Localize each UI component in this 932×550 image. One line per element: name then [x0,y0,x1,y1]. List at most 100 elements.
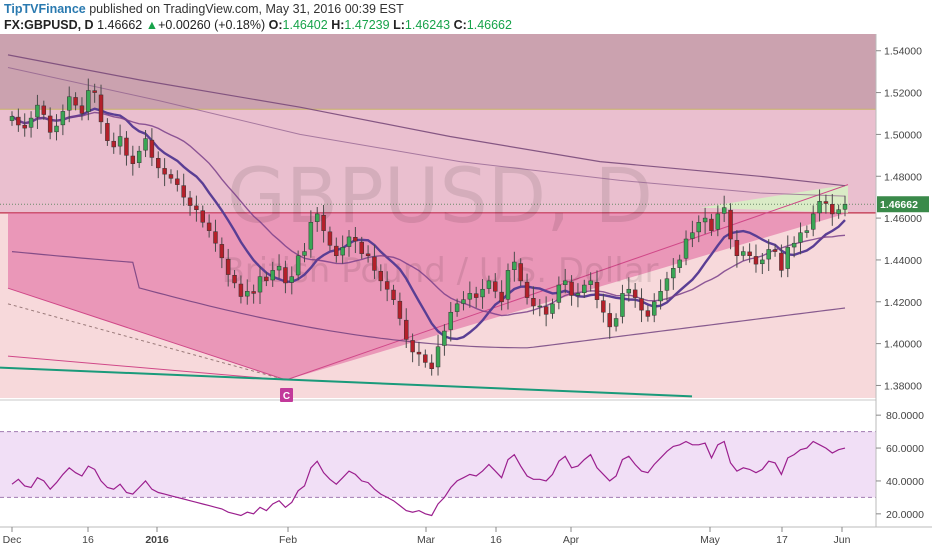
middle-zone [0,109,876,213]
candle-body [9,116,15,121]
candle-body [35,104,40,118]
candle-body [86,90,91,112]
candle-body [607,313,612,328]
time-tick-label: Jun [834,534,851,546]
rsi-tick-label: 40.0000 [886,476,924,488]
candle-body [175,178,180,185]
candle-body [435,346,441,368]
time-tick-label: Dec [3,534,22,546]
price-tick-label: 1.50000 [884,129,922,141]
rsi-tick-label: 80.0000 [886,410,924,422]
candle-body [518,263,523,282]
upper-zone [0,34,876,110]
candle-body [124,137,129,156]
candle-body [798,232,803,243]
low-value: 1.46243 [404,18,451,32]
open-value: 1.46402 [282,18,328,32]
candle-body [626,288,632,294]
last-price: 1.46662 [97,18,143,32]
candle-body [353,237,358,242]
candle-body [550,303,555,314]
candle-body [486,280,492,289]
candle-body [327,231,333,246]
candle-body [531,298,536,307]
time-axis[interactable]: Dec 16 2016 Feb Mar 16 Apr May 17 Jun [3,527,851,546]
candle-body [283,267,288,284]
candle-body [461,299,466,304]
candle-body [575,293,581,296]
candle-body [28,117,34,128]
candle-body [639,298,644,311]
candle-body [817,201,822,214]
candle-body [473,293,479,298]
candle-body [315,213,320,222]
candle-body [556,284,562,303]
candle-body [830,204,835,215]
candle-body [105,123,110,141]
candle-body [766,249,771,260]
candle-body [251,291,256,294]
candle-body [206,222,212,231]
low-label: L: [393,18,405,32]
candle-body [613,318,619,327]
candle-body [588,280,593,285]
candle-body [505,270,511,300]
close-value: 1.46662 [466,18,512,32]
time-tick-label: Apr [563,534,580,546]
descending-line-2 [7,355,287,381]
candle-body [219,244,225,259]
dashed-line [7,303,287,381]
candle-body [785,247,790,269]
candle-body [804,230,810,233]
rsi-pane[interactable] [0,431,876,517]
candle-body [156,158,161,169]
candle-body [836,209,841,214]
rsi-band [0,431,876,498]
ma-150-line [7,67,846,197]
price-pane[interactable]: GBPUSD, D British Pound / U.S. Dollar [0,34,876,398]
candle-body [225,258,231,275]
candle-body [823,201,829,204]
candle-body [747,251,752,256]
candle-body [645,310,651,317]
candle-body [582,284,587,293]
candle-body [760,259,765,265]
candle-body [168,174,174,179]
candle-body [22,125,27,129]
author-name[interactable]: TipTVFinance [4,2,86,16]
candle-body [512,261,517,270]
candle-body [664,278,670,291]
candle-body [92,90,97,93]
candle-body [696,222,701,233]
candle-body [372,256,377,271]
last-price-tag: 1.46662 [877,196,929,213]
ma-mid-line [11,111,846,317]
annotation-c-label: C [283,391,290,402]
symbol-watermark: GBPUSD, D British Pound / U.S. Dollar [221,151,658,291]
candle-body [543,306,549,315]
candle-body [772,249,778,252]
breakout-zone [700,184,848,213]
price-tick-label: 1.40000 [884,339,922,351]
price-tick-label: 1.38000 [884,380,922,392]
candle-body [499,291,504,303]
candle-body [73,97,78,106]
time-tick-label: Mar [417,534,436,546]
candle-body [98,94,104,123]
candle-body [454,303,460,312]
candle-body [493,281,498,292]
price-axis[interactable]: 1.38000 1.40000 1.42000 1.44000 1.46000 1.480… [876,46,922,393]
candle-body [264,276,269,282]
rsi-line [11,440,846,517]
candle-body [346,236,352,247]
candle-body [130,155,136,164]
candle-body [181,185,186,198]
candle-body [187,197,193,206]
candle-body [741,251,746,256]
change-value: +0.00260 (+0.18%) [158,18,266,32]
descending-line-1 [7,287,287,381]
rsi-axis[interactable]: 20.0000 40.0000 60.0000 80.0000 [876,410,924,521]
candle-body [442,330,447,346]
candle-body [391,289,396,300]
